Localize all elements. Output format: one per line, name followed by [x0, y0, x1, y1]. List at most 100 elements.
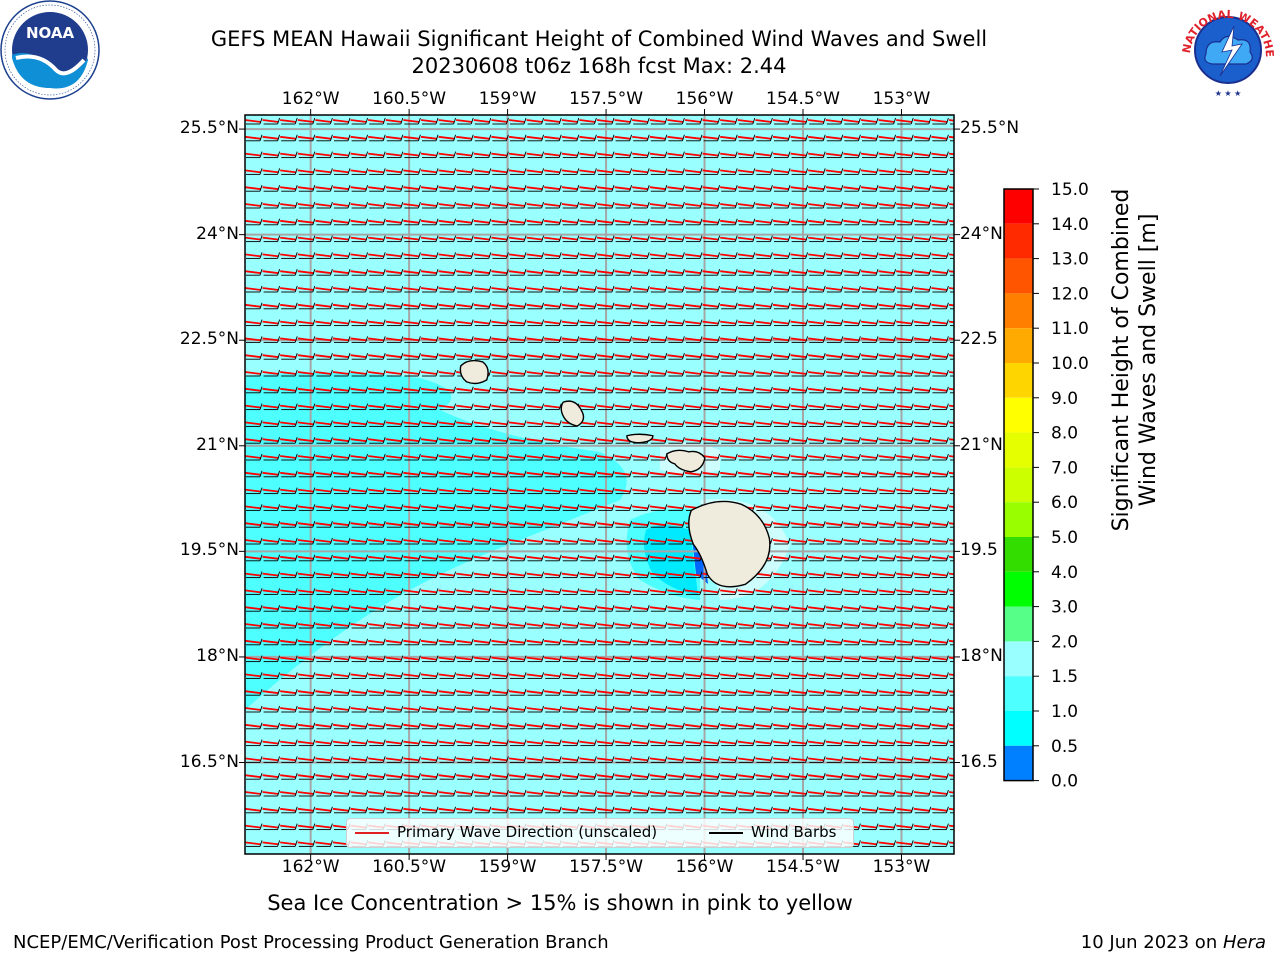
wave-direction-arrow: [931, 639, 948, 644]
wind-barb-flag: [470, 739, 474, 746]
wind-barb-flag: [382, 201, 386, 209]
wind-barb-flag: [558, 353, 562, 360]
wave-direction-arrow: [403, 471, 420, 476]
wind-barb-flag: [382, 487, 386, 494]
wind-barb-flag: [382, 756, 386, 763]
wave-direction-arrow: [350, 387, 367, 392]
wave-direction-arrow: [614, 354, 631, 359]
wave-direction-arrow: [350, 270, 367, 275]
wave-direction-arrow: [544, 623, 561, 627]
wind-barb-flag: [840, 151, 844, 158]
wind-barb-flag: [964, 740, 966, 746]
wave-direction-arrow: [385, 707, 402, 711]
wave-direction-arrow: [649, 337, 666, 342]
wave-direction-arrow: [632, 303, 649, 308]
wave-direction-arrow: [438, 656, 455, 661]
wave-direction-arrow: [737, 236, 754, 241]
wind-barb-flag: [558, 588, 562, 595]
wind-barb-flag: [611, 689, 615, 696]
wave-direction-arrow: [280, 522, 297, 527]
wave-direction-arrow: [737, 471, 754, 476]
wind-barb-flag: [857, 336, 861, 343]
wind-barb-flag: [787, 201, 791, 209]
wind-barb-flag: [629, 773, 633, 780]
wind-barb-flag: [417, 151, 421, 158]
wind-barb-flag: [945, 554, 949, 561]
wave-direction-arrow: [596, 169, 614, 174]
wave-direction-arrow: [579, 471, 596, 476]
wave-direction-arrow: [878, 757, 895, 762]
wave-direction-arrow: [684, 757, 702, 762]
wind-barb-flag: [593, 336, 597, 343]
wave-direction-arrow: [913, 203, 930, 207]
wave-direction-arrow: [632, 203, 649, 207]
wind-barb-flag: [646, 739, 650, 746]
wave-direction-arrow: [438, 253, 455, 258]
wave-direction-arrow: [508, 354, 526, 359]
wave-direction-arrow: [720, 320, 737, 325]
wind-barb-flag: [541, 168, 545, 175]
wave-direction-arrow: [297, 371, 314, 375]
wave-direction-arrow: [526, 337, 543, 342]
wind-barb-flag: [717, 319, 721, 326]
wave-direction-arrow: [473, 572, 490, 577]
wave-direction-arrow: [825, 572, 842, 577]
wave-direction-arrow: [632, 371, 649, 375]
wind-barb-flag: [611, 571, 615, 578]
wind-barb-flag: [347, 336, 351, 343]
wave-direction-arrow: [456, 287, 473, 291]
wind-barb-flag: [488, 655, 492, 662]
wave-direction-arrow: [350, 169, 367, 174]
wave-direction-arrow: [667, 270, 684, 275]
wind-barb-flag: [646, 638, 650, 645]
wind-barb-flag: [435, 201, 439, 209]
wind-barb-flag: [541, 554, 545, 561]
wave-direction-arrow: [280, 589, 297, 594]
wind-barb-flag: [822, 134, 826, 141]
wind-barb-flag: [347, 117, 351, 125]
wind-barb-flag: [611, 756, 615, 763]
wind-barb-flag: [558, 689, 562, 696]
wind-barb-flag: [752, 722, 756, 729]
wave-direction-arrow: [508, 791, 526, 795]
wind-barb-flag: [664, 773, 668, 780]
wave-direction-arrow: [737, 354, 754, 359]
wave-direction-arrow: [245, 539, 262, 543]
wind-barb-flag: [365, 386, 369, 393]
wind-barb-flag: [805, 369, 809, 377]
wave-direction-arrow: [614, 774, 631, 779]
wave-direction-arrow: [544, 219, 561, 224]
wave-direction-arrow: [438, 270, 455, 275]
wind-barb-flag: [928, 689, 932, 696]
wind-barb-flag: [681, 185, 685, 192]
wave-direction-arrow: [702, 723, 719, 728]
wave-direction-arrow: [280, 119, 297, 123]
wind-barb-flag: [400, 235, 404, 242]
wave-direction-arrow: [491, 505, 508, 510]
wave-direction-arrow: [544, 287, 561, 291]
wind-barb-flag: [857, 168, 861, 175]
wave-direction-arrow: [649, 303, 666, 308]
wind-barb-flag: [717, 151, 721, 158]
wind-barb-flag: [629, 672, 633, 679]
wind-barb-flag: [805, 470, 809, 477]
wind-barb-flag: [681, 470, 685, 477]
wind-barb-flag: [875, 470, 879, 477]
wave-direction-arrow: [596, 555, 614, 560]
wind-barb-flag: [910, 235, 914, 242]
wind-barb-flag: [910, 655, 914, 662]
wind-barb-flag: [964, 202, 966, 208]
wave-direction-arrow: [948, 673, 954, 676]
wind-barb-flag: [347, 739, 351, 746]
wind-barb-flag: [365, 453, 369, 461]
wave-direction-arrow: [632, 404, 649, 409]
wave-direction-arrow: [508, 707, 526, 711]
wind-barb-flag: [593, 571, 597, 578]
wave-direction-arrow: [438, 169, 455, 174]
wave-direction-arrow: [772, 354, 790, 359]
wind-barb-flag: [453, 185, 457, 192]
wind-barb-flag: [593, 168, 597, 175]
wind-barb-flag: [893, 487, 897, 494]
wave-direction-arrow: [790, 471, 807, 476]
wind-barb-flag: [822, 689, 826, 696]
